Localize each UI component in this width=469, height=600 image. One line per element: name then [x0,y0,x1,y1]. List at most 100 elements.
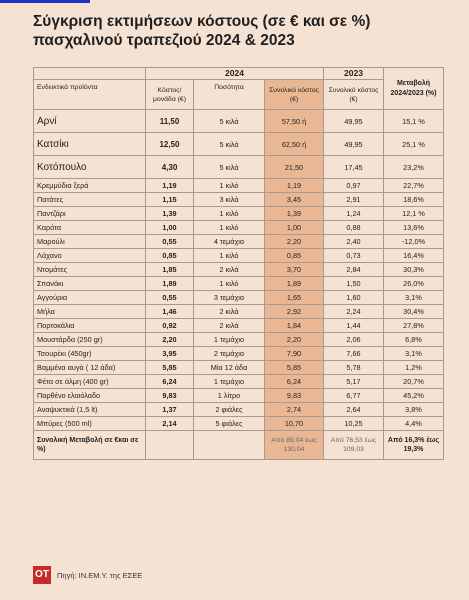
quantity-cell: 1 τεμάχιο [193,332,265,347]
unit-cost-cell: 1,37 [145,402,194,417]
table-row: Μπύρες (500 ml) 2,14 5 φιάλες 10,70 10,25 4,4… [33,416,444,431]
total-2023-cell: 5,17 [323,374,384,389]
unit-cost-cell: 9,83 [145,388,194,403]
total-2024-cell: 1,39 [264,206,324,221]
change-cell: 3,1% [383,290,444,305]
total-2024-cell: 2,74 [264,402,324,417]
quantity-cell: 5 κιλά [193,109,265,133]
product-cell: Παντζάρι [33,206,146,221]
product-cell: Πορτοκάλια [33,318,146,333]
total-2023-cell: 1,50 [323,276,384,291]
table-row: Μαρούλι 0,55 4 τεμάχια 2,20 2,40 -12,0% [33,234,444,249]
product-cell: Κρεμμύδια ξερά [33,178,146,193]
change-cell: 30,4% [383,304,444,319]
table-row: Αναψυκτικά (1,5 lt) 1,37 2 φιάλες 2,74 2,64 3… [33,402,444,417]
product-cell: Φέτα σε άλμη (400 gr) [33,374,146,389]
total-2023-cell: 2,06 [323,332,384,347]
total-2024-cell: 1,89 [264,276,324,291]
total-2024-cell: 21,50 [264,155,324,179]
unit-cost-cell: 0,92 [145,318,194,333]
total-2023-cell: 0,73 [323,248,384,263]
product-cell: Αγγούρια [33,290,146,305]
unit-cost-cell: 1,39 [145,206,194,221]
change-cell: 26,0% [383,276,444,291]
quantity-cell: 1 λίτρο [193,388,265,403]
header-products: Ενδεικτικά προϊόντα [33,79,146,110]
product-cell: Σπανάκι [33,276,146,291]
total-2024-cell: 57,50 ή [264,109,324,133]
unit-cost-cell: 0,55 [145,290,194,305]
header-year-2023: 2023 [323,67,384,80]
quantity-cell: 1 κιλό [193,178,265,193]
source-note: Πηγή: ΙΝ.ΕΜ.Υ. της ΕΣΕΕ [57,571,143,580]
header-total-2024: Συνολικό κόστος (€) [264,79,324,110]
total-2024-cell: 2,20 [264,234,324,249]
quantity-cell: 1 κιλό [193,220,265,235]
total-2023-cell: 2,24 [323,304,384,319]
total-2023-cell: 10,25 [323,416,384,431]
product-cell: Μουστάρδα (250 gr) [33,332,146,347]
product-cell: Βαμμένα αυγά ( 12 άδα) [33,360,146,375]
header-total-2023: Συνολικό κόστος (€) [323,79,384,110]
header-year-2024: 2024 [145,67,324,80]
unit-cost-cell: 1,00 [145,220,194,235]
quantity-cell: 5 κιλά [193,132,265,156]
product-cell: Τσουρέκι (450gr) [33,346,146,361]
product-cell: Μπύρες (500 ml) [33,416,146,431]
total-2023-cell: 2,84 [323,262,384,277]
total-2024-cell: 1,00 [264,220,324,235]
quantity-cell: 3 τεμάχια [193,290,265,305]
product-cell: Παρθένο ελαιόλαδο [33,388,146,403]
total-2024-cell: 2,92 [264,304,324,319]
total-2024-cell: 3,70 [264,262,324,277]
total-2023-cell: 49,95 [323,109,384,133]
change-cell: 4,4% [383,416,444,431]
total-2024-cell: 1,65 [264,290,324,305]
table-row: Καρότα 1,00 1 κιλό 1,00 0,88 13,6% [33,220,444,235]
total-2023-cell: 0,97 [323,178,384,193]
unit-cost-cell: 4,30 [145,155,194,179]
table-row: Λάχανο 0,85 1 κιλό 0,85 0,73 16,4% [33,248,444,263]
change-cell: 6,8% [383,332,444,347]
table-row: Μουστάρδα (250 gr) 2,20 1 τεμάχιο 2,20 2,06 6… [33,332,444,347]
change-cell: 3,1% [383,346,444,361]
product-cell: Καρότα [33,220,146,235]
product-cell: Κατσίκι [33,132,146,156]
table-row: Παρθένο ελαιόλαδο 9,83 1 λίτρο 9,83 6,77 45,2… [33,388,444,403]
table-row: Μήλα 1,46 2 κιλά 2,92 2,24 30,4% [33,304,444,319]
quantity-cell: Μία 12 άδα [193,360,265,375]
table-row: Παντζάρι 1,39 1 κιλό 1,39 1,24 12,1 % [33,206,444,221]
quantity-cell: 5 φιάλες [193,416,265,431]
quantity-cell: 5 κιλά [193,155,265,179]
quantity-cell: 1 κιλό [193,276,265,291]
total-2024-cell: 62,50 ή [264,132,324,156]
total-2024-cell: 10,70 [264,416,324,431]
change-cell: 1,2% [383,360,444,375]
change-cell: 3,8% [383,402,444,417]
total-2023-cell: 2,40 [323,234,384,249]
change-cell: 15,1 % [383,109,444,133]
quantity-cell: 2 κιλά [193,318,265,333]
unit-cost-cell: 1,19 [145,178,194,193]
quantity-cell: 2 κιλά [193,304,265,319]
total-2023-cell: 0,88 [323,220,384,235]
table-row: Τσουρέκι (450gr) 3,95 2 τεμάχια 7,90 7,66 3,1… [33,346,444,361]
product-cell: Λάχανο [33,248,146,263]
total-2023-cell: 7,66 [323,346,384,361]
table-row: Πορτοκάλια 0,92 2 κιλά 1,84 1,44 27,8% [33,318,444,333]
total-2024-cell: 1,84 [264,318,324,333]
change-cell: 45,2% [383,388,444,403]
change-cell: 23,2% [383,155,444,179]
table-row: Σπανάκι 1,89 1 κιλό 1,89 1,50 26,0% [33,276,444,291]
ot-logo: OT [33,566,51,584]
product-cell: Αρνί [33,109,146,133]
total-2024-cell: 7,90 [264,346,324,361]
meat-row: Αρνί 11,50 5 κιλά 57,50 ή 49,95 15,1 % [33,109,444,133]
quantity-cell: 1 κιλό [193,248,265,263]
total-2023-cell: Από 76,53 έως 109,03 [323,430,384,460]
total-2024-cell: 6,24 [264,374,324,389]
unit-cost-cell: 0,85 [145,248,194,263]
header-unit-cost: Κόστος/ μονάδα (€) [145,79,194,110]
header-quantity: Ποσότητα [193,79,265,110]
table-row: Πατάτες 1,15 3 κιλά 3,45 2,91 18,6% [33,192,444,207]
